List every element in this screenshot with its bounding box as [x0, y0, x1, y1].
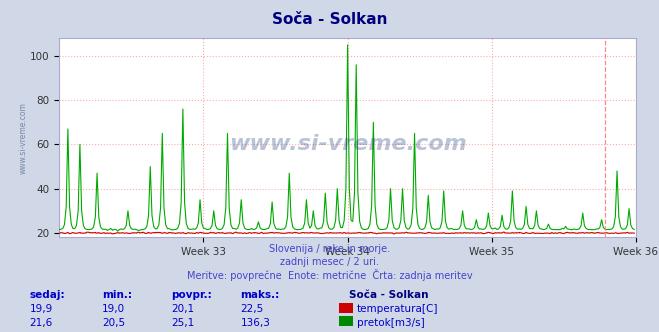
- Text: Meritve: povprečne  Enote: metrične  Črta: zadnja meritev: Meritve: povprečne Enote: metrične Črta:…: [186, 269, 473, 281]
- Text: 20,5: 20,5: [102, 318, 125, 328]
- Text: 19,9: 19,9: [30, 304, 53, 314]
- Text: 20,1: 20,1: [171, 304, 194, 314]
- Text: Soča - Solkan: Soča - Solkan: [272, 12, 387, 27]
- Text: pretok[m3/s]: pretok[m3/s]: [357, 318, 425, 328]
- Text: 25,1: 25,1: [171, 318, 194, 328]
- Y-axis label: www.si-vreme.com: www.si-vreme.com: [18, 102, 27, 174]
- Text: temperatura[C]: temperatura[C]: [357, 304, 439, 314]
- Text: 19,0: 19,0: [102, 304, 125, 314]
- Text: maks.:: maks.:: [241, 290, 280, 300]
- Text: www.si-vreme.com: www.si-vreme.com: [229, 134, 467, 154]
- Text: Soča - Solkan: Soča - Solkan: [349, 290, 429, 300]
- Text: min.:: min.:: [102, 290, 132, 300]
- Text: 136,3: 136,3: [241, 318, 270, 328]
- Text: povpr.:: povpr.:: [171, 290, 212, 300]
- Text: 22,5: 22,5: [241, 304, 264, 314]
- Text: zadnji mesec / 2 uri.: zadnji mesec / 2 uri.: [280, 257, 379, 267]
- Text: 21,6: 21,6: [30, 318, 53, 328]
- Text: sedaj:: sedaj:: [30, 290, 65, 300]
- Text: Slovenija / reke in morje.: Slovenija / reke in morje.: [269, 244, 390, 254]
